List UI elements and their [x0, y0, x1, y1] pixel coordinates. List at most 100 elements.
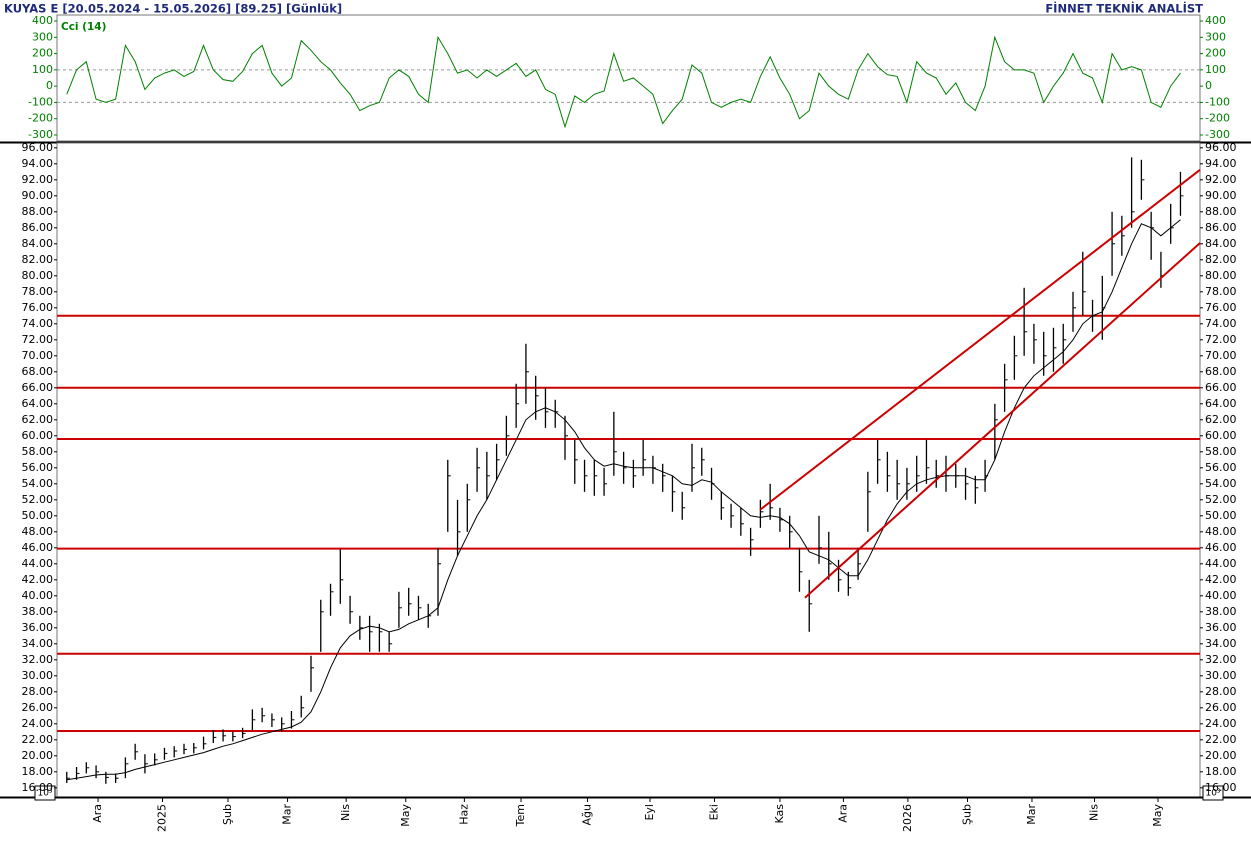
y-tick-label: -100 [28, 95, 53, 108]
y-tick-label: 0 [1205, 79, 1212, 92]
y-tick-label: 82.00 [1205, 253, 1237, 266]
y-tick-label: 40.00 [22, 589, 54, 602]
y-tick-label: 92.00 [1205, 173, 1237, 186]
y-tick-label: 62.00 [1205, 413, 1237, 426]
y-tick-label: 100 [1205, 63, 1226, 76]
x-tick-label: Ağu [580, 804, 593, 825]
y-tick-label: 60.00 [1205, 429, 1237, 442]
moving-average [66, 219, 1181, 781]
x-tick-label: Ara [91, 804, 104, 823]
y-tick-label: 66.00 [22, 381, 54, 394]
y-tick-label: 76.00 [22, 301, 54, 314]
y-tick-label: 20.00 [22, 749, 54, 762]
y-tick-label: 72.00 [1205, 333, 1237, 346]
y-tick-label: -300 [28, 128, 53, 141]
y-tick-label: 50.00 [22, 509, 54, 522]
y-tick-label: 300 [32, 30, 53, 43]
y-tick-label: 46.00 [1205, 541, 1237, 554]
y-tick-label: 60.00 [22, 429, 54, 442]
y-tick-label: 50.00 [1205, 509, 1237, 522]
y-tick-label: 46.00 [22, 541, 54, 554]
x-tick-label: May [399, 804, 412, 827]
y-tick-label: 200 [1205, 47, 1226, 60]
y-tick-label: 52.00 [22, 493, 54, 506]
y-tick-label: -100 [1205, 95, 1230, 108]
y-tick-label: 74.00 [22, 317, 54, 330]
y-tick-label: 90.00 [22, 189, 54, 202]
y-tick-label: 66.00 [1205, 381, 1237, 394]
y-tick-label: -200 [1205, 112, 1230, 125]
x-tick-label: Nis [1087, 804, 1100, 821]
y-tick-label: 38.00 [22, 605, 54, 618]
y-tick-label: 96.00 [1205, 141, 1237, 154]
y-tick-label: 38.00 [1205, 605, 1237, 618]
y-tick-label: 22.00 [1205, 733, 1237, 746]
y-tick-label: 200 [32, 47, 53, 60]
x-tick-label: Tem [514, 804, 527, 827]
y-tick-label: 30.00 [22, 669, 54, 682]
scale-label: 10³ [37, 789, 52, 799]
y-tick-label: 48.00 [1205, 525, 1237, 538]
y-tick-label: 52.00 [1205, 493, 1237, 506]
x-tick-label: Nis [339, 804, 352, 821]
y-tick-label: 64.00 [22, 397, 54, 410]
y-tick-label: 26.00 [22, 701, 54, 714]
y-tick-label: 64.00 [1205, 397, 1237, 410]
x-tick-label: Haz [457, 804, 470, 825]
y-tick-label: 28.00 [1205, 685, 1237, 698]
y-tick-label: 70.00 [22, 349, 54, 362]
x-tick-label: 2026 [901, 804, 914, 832]
x-tick-label: Eyl [643, 804, 656, 821]
y-tick-label: 94.00 [1205, 157, 1237, 170]
y-tick-label: 44.00 [22, 557, 54, 570]
y-tick-label: 300 [1205, 30, 1226, 43]
y-tick-label: 400 [32, 14, 53, 27]
y-tick-label: 0 [46, 79, 53, 92]
x-tick-label: Kas [773, 804, 786, 824]
y-tick-label: 54.00 [22, 477, 54, 490]
y-tick-label: 78.00 [1205, 285, 1237, 298]
y-tick-label: 80.00 [1205, 269, 1237, 282]
y-tick-label: 36.00 [1205, 621, 1237, 634]
y-tick-label: 86.00 [22, 221, 54, 234]
y-tick-label: 44.00 [1205, 557, 1237, 570]
y-tick-label: 42.00 [1205, 573, 1237, 586]
scale-label: 10³ [1205, 789, 1220, 799]
y-tick-label: 22.00 [22, 733, 54, 746]
y-tick-label: 68.00 [1205, 365, 1237, 378]
y-tick-label: 84.00 [22, 237, 54, 250]
y-tick-label: 78.00 [22, 285, 54, 298]
y-tick-label: 30.00 [1205, 669, 1237, 682]
x-tick-label: Ara [836, 804, 849, 823]
y-tick-label: -300 [1205, 128, 1230, 141]
y-tick-label: 94.00 [22, 157, 54, 170]
y-tick-label: 32.00 [22, 653, 54, 666]
y-tick-label: 36.00 [22, 621, 54, 634]
legend-label: Cci (14) [61, 21, 106, 33]
y-tick-label: 58.00 [1205, 445, 1237, 458]
y-tick-label: 42.00 [22, 573, 54, 586]
y-tick-label: 34.00 [1205, 637, 1237, 650]
x-tick-label: Eki [707, 804, 720, 820]
x-tick-label: 2025 [156, 804, 169, 832]
y-tick-label: 32.00 [1205, 653, 1237, 666]
indicator-line [66, 35, 1181, 129]
x-tick-label: May [1151, 804, 1164, 827]
y-tick-label: -200 [28, 112, 53, 125]
y-tick-label: 28.00 [22, 685, 54, 698]
y-tick-label: 80.00 [22, 269, 54, 282]
y-tick-label: 400 [1205, 14, 1226, 27]
trend-line [804, 242, 1201, 599]
y-tick-label: 88.00 [1205, 205, 1237, 218]
y-tick-label: 40.00 [1205, 589, 1237, 602]
y-tick-label: 76.00 [1205, 301, 1237, 314]
y-tick-label: 72.00 [22, 333, 54, 346]
scale-box [34, 785, 56, 801]
y-tick-label: 24.00 [22, 717, 54, 730]
y-tick-label: 86.00 [1205, 221, 1237, 234]
x-tick-label: Mar [281, 804, 294, 825]
y-tick-label: 62.00 [22, 413, 54, 426]
indicator-frame [56, 14, 1201, 142]
